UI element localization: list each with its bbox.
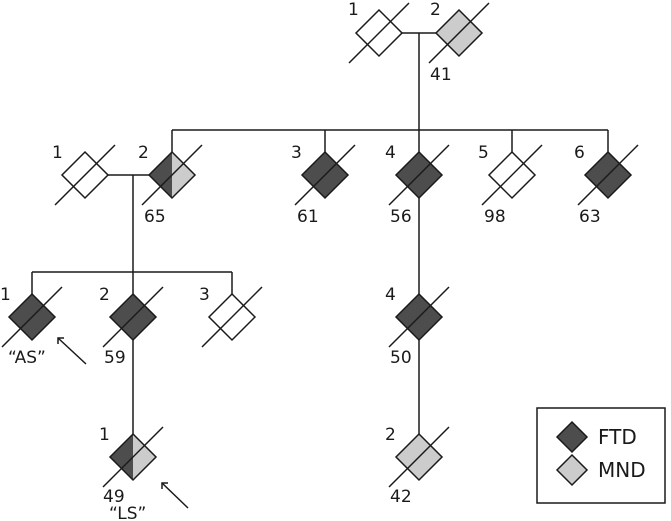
individual-age: 49	[103, 487, 125, 507]
individual-g4-2[interactable]: 2 42	[385, 425, 450, 507]
deceased-slash	[201, 286, 263, 348]
deceased-slash	[294, 144, 356, 206]
deceased-slash	[54, 144, 116, 206]
individual-number: 3	[199, 285, 210, 305]
deceased-slash	[577, 144, 639, 206]
symbol-outline	[108, 432, 158, 482]
legend-item-ftd: FTD	[555, 420, 637, 454]
legend: FTD MND	[536, 407, 666, 504]
individual-number: 4	[385, 143, 396, 163]
deceased-slash	[141, 144, 203, 206]
legend-ftd-label: FTD	[598, 425, 637, 449]
individual-age: 63	[579, 207, 601, 227]
individual-number: 1	[0, 285, 11, 305]
deceased-slash	[102, 286, 164, 348]
individual-number: 2	[430, 0, 441, 20]
individual-number: 3	[291, 143, 302, 163]
legend-mnd-swatch	[555, 453, 589, 487]
individual-g2-2[interactable]: 2 65	[138, 143, 203, 227]
deceased-slash	[348, 2, 410, 64]
individual-g2-4[interactable]: 4 56	[385, 143, 450, 227]
individual-g1-2[interactable]: 2 41	[428, 0, 490, 85]
individual-number: 4	[385, 285, 396, 305]
symbol-half-ftd	[149, 152, 172, 198]
individual-age: 41	[430, 65, 452, 85]
individual-number: 5	[478, 143, 489, 163]
legend-ftd-swatch	[555, 420, 589, 454]
pedigree-lines	[31, 32, 609, 509]
individual-age: 65	[144, 207, 166, 227]
deceased-slash	[388, 144, 450, 206]
deceased-slash	[388, 286, 450, 348]
individual-g3-1[interactable]: 1 “AS”	[0, 285, 63, 368]
individual-tag: “AS”	[8, 348, 46, 368]
individual-number: 1	[99, 425, 110, 445]
individual-g3-2[interactable]: 2 59	[99, 285, 164, 368]
deceased-slash	[481, 144, 543, 206]
individual-age: 50	[390, 348, 412, 368]
legend-box	[536, 407, 666, 504]
individual-g2-s1[interactable]: 1	[52, 143, 116, 206]
deceased-slash	[102, 426, 164, 488]
individual-age: 42	[390, 487, 412, 507]
symbol-half-mnd	[133, 434, 156, 480]
individual-number: 2	[99, 285, 110, 305]
proband-arrow-as	[57, 337, 87, 365]
pedigree-individuals: 1 2 41 1 2 65 3 61 4 56 5 98	[0, 0, 639, 521]
individual-age: 61	[297, 207, 319, 227]
symbol-outline	[147, 150, 197, 200]
individual-number: 1	[52, 143, 63, 163]
individual-number: 2	[138, 143, 149, 163]
individual-number: 2	[385, 425, 396, 445]
individual-g1-1[interactable]: 1	[348, 0, 410, 64]
deceased-slash	[428, 2, 490, 64]
individual-tag: “LS”	[109, 504, 146, 521]
individual-number: 1	[348, 0, 359, 20]
symbol-half-mnd	[172, 152, 195, 198]
proband-arrow-ls	[161, 482, 189, 509]
individual-g3-4[interactable]: 4 50	[385, 285, 450, 368]
individual-number: 6	[574, 143, 585, 163]
legend-item-mnd: MND	[555, 453, 646, 487]
legend-mnd-label: MND	[598, 458, 646, 482]
individual-age: 56	[390, 207, 412, 227]
individual-age: 98	[484, 207, 506, 227]
symbol-half-ftd	[110, 434, 133, 480]
individual-g4-1[interactable]: 1 49 “LS”	[99, 425, 164, 521]
deceased-slash	[388, 426, 450, 488]
individual-g2-3[interactable]: 3 61	[291, 143, 356, 227]
deceased-slash	[1, 286, 63, 348]
individual-age: 59	[104, 348, 126, 368]
individual-g2-5[interactable]: 5 98	[478, 143, 543, 227]
individual-g3-3[interactable]: 3	[199, 285, 263, 348]
individual-g2-6[interactable]: 6 63	[574, 143, 639, 227]
